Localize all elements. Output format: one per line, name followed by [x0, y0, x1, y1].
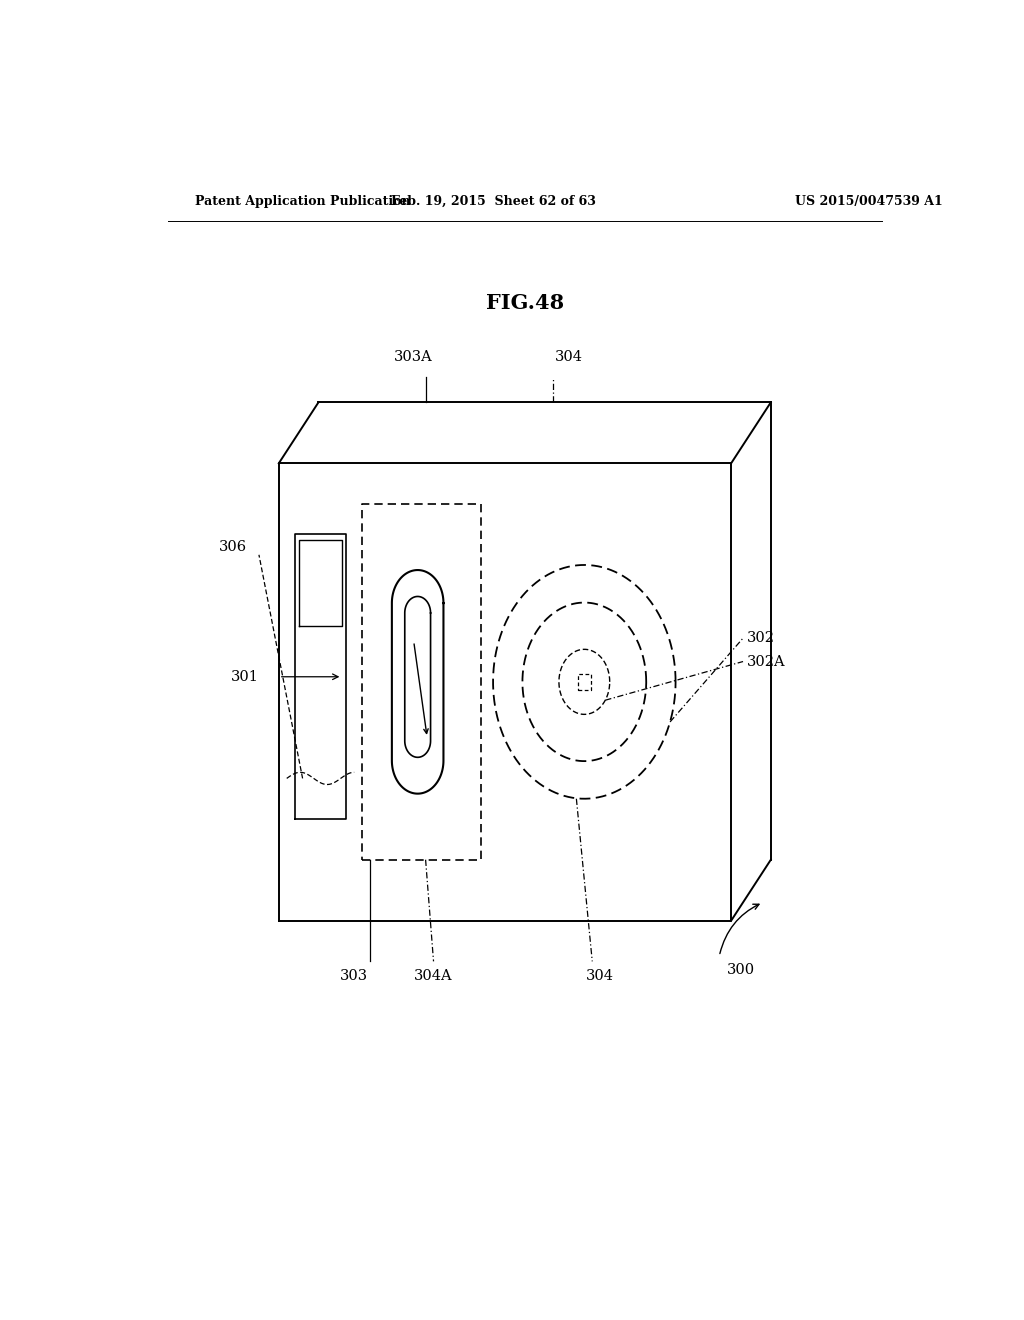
Text: Patent Application Publication: Patent Application Publication — [196, 194, 411, 207]
Text: 302A: 302A — [748, 655, 785, 668]
Text: US 2015/0047539 A1: US 2015/0047539 A1 — [795, 194, 942, 207]
Text: 303A: 303A — [394, 350, 433, 364]
Text: 303: 303 — [340, 969, 369, 983]
Text: 304A: 304A — [415, 969, 453, 983]
Text: 306: 306 — [219, 540, 248, 553]
Text: 304: 304 — [554, 350, 583, 364]
Text: Feb. 19, 2015  Sheet 62 of 63: Feb. 19, 2015 Sheet 62 of 63 — [390, 194, 596, 207]
Text: FIG.48: FIG.48 — [485, 293, 564, 313]
Text: 301: 301 — [231, 669, 259, 684]
Text: 302: 302 — [748, 631, 775, 645]
Text: 304: 304 — [586, 969, 614, 983]
Text: 300: 300 — [727, 964, 756, 977]
